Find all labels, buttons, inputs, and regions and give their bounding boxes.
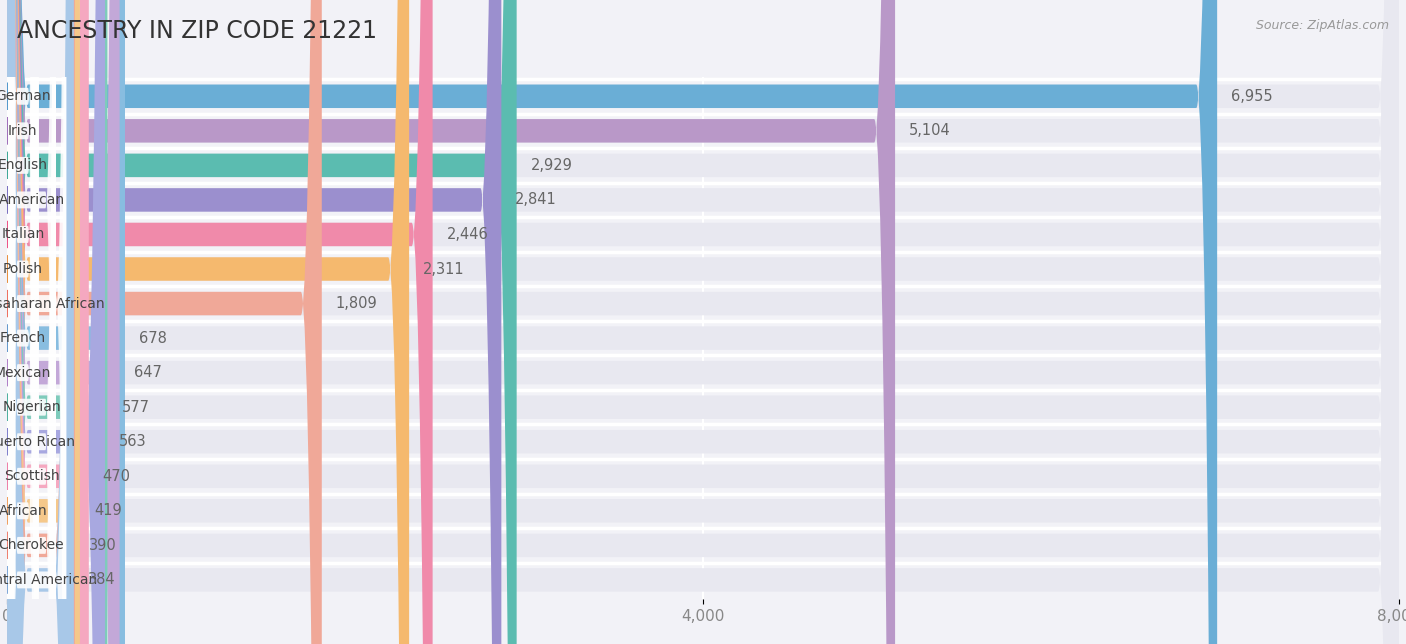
FancyBboxPatch shape: [7, 0, 120, 644]
FancyBboxPatch shape: [7, 0, 1399, 644]
Text: 647: 647: [134, 365, 162, 380]
FancyBboxPatch shape: [7, 0, 322, 644]
FancyBboxPatch shape: [7, 0, 75, 644]
Text: Central American: Central American: [0, 573, 97, 587]
FancyBboxPatch shape: [7, 0, 56, 644]
FancyBboxPatch shape: [7, 0, 516, 644]
FancyBboxPatch shape: [7, 0, 56, 644]
FancyBboxPatch shape: [7, 0, 433, 644]
FancyBboxPatch shape: [7, 0, 38, 644]
Text: 563: 563: [120, 434, 146, 450]
Text: Irish: Irish: [8, 124, 38, 138]
Text: 577: 577: [121, 400, 149, 415]
Text: Puerto Rican: Puerto Rican: [0, 435, 76, 449]
FancyBboxPatch shape: [7, 0, 89, 644]
FancyBboxPatch shape: [7, 0, 56, 644]
FancyBboxPatch shape: [7, 0, 80, 644]
Text: 2,929: 2,929: [530, 158, 572, 173]
FancyBboxPatch shape: [7, 0, 38, 644]
Text: French: French: [0, 331, 46, 345]
Text: 2,841: 2,841: [515, 193, 557, 207]
FancyBboxPatch shape: [7, 0, 1399, 644]
Text: ANCESTRY IN ZIP CODE 21221: ANCESTRY IN ZIP CODE 21221: [17, 19, 377, 43]
FancyBboxPatch shape: [7, 0, 896, 644]
Text: 384: 384: [87, 573, 115, 587]
Text: 390: 390: [89, 538, 117, 553]
Text: American: American: [0, 193, 65, 207]
Text: 5,104: 5,104: [910, 123, 950, 138]
FancyBboxPatch shape: [7, 0, 66, 644]
FancyBboxPatch shape: [7, 0, 66, 644]
Text: Nigerian: Nigerian: [3, 400, 60, 414]
FancyBboxPatch shape: [7, 0, 38, 644]
FancyBboxPatch shape: [7, 0, 107, 644]
FancyBboxPatch shape: [7, 0, 409, 644]
Text: 419: 419: [94, 504, 121, 518]
FancyBboxPatch shape: [7, 0, 56, 644]
FancyBboxPatch shape: [7, 0, 1399, 644]
FancyBboxPatch shape: [7, 0, 38, 644]
Text: 2,311: 2,311: [423, 261, 464, 276]
Text: Mexican: Mexican: [0, 366, 52, 380]
FancyBboxPatch shape: [7, 0, 1399, 644]
Text: 2,446: 2,446: [447, 227, 488, 242]
FancyBboxPatch shape: [7, 0, 1399, 644]
FancyBboxPatch shape: [7, 0, 75, 644]
Text: Scottish: Scottish: [4, 469, 59, 483]
Text: Source: ZipAtlas.com: Source: ZipAtlas.com: [1256, 19, 1389, 32]
Text: English: English: [0, 158, 48, 173]
Text: 678: 678: [139, 330, 167, 346]
FancyBboxPatch shape: [7, 0, 38, 644]
FancyBboxPatch shape: [7, 0, 1399, 644]
FancyBboxPatch shape: [7, 0, 1399, 644]
FancyBboxPatch shape: [7, 0, 1399, 644]
FancyBboxPatch shape: [7, 0, 125, 644]
FancyBboxPatch shape: [7, 0, 38, 644]
FancyBboxPatch shape: [7, 0, 38, 644]
FancyBboxPatch shape: [7, 0, 1399, 644]
Text: Italian: Italian: [1, 227, 45, 242]
Text: 470: 470: [103, 469, 131, 484]
FancyBboxPatch shape: [7, 0, 105, 644]
FancyBboxPatch shape: [7, 0, 502, 644]
FancyBboxPatch shape: [7, 0, 1399, 644]
FancyBboxPatch shape: [7, 0, 1218, 644]
Text: Subsaharan African: Subsaharan African: [0, 296, 104, 310]
FancyBboxPatch shape: [7, 0, 1399, 644]
Text: 1,809: 1,809: [336, 296, 377, 311]
FancyBboxPatch shape: [7, 0, 38, 644]
FancyBboxPatch shape: [7, 0, 1399, 644]
FancyBboxPatch shape: [7, 0, 56, 644]
FancyBboxPatch shape: [7, 0, 1399, 644]
FancyBboxPatch shape: [7, 0, 1399, 644]
Text: Cherokee: Cherokee: [0, 538, 65, 553]
Text: 6,955: 6,955: [1232, 89, 1272, 104]
Text: German: German: [0, 90, 51, 103]
Text: African: African: [0, 504, 46, 518]
Text: Polish: Polish: [3, 262, 42, 276]
FancyBboxPatch shape: [7, 0, 1399, 644]
